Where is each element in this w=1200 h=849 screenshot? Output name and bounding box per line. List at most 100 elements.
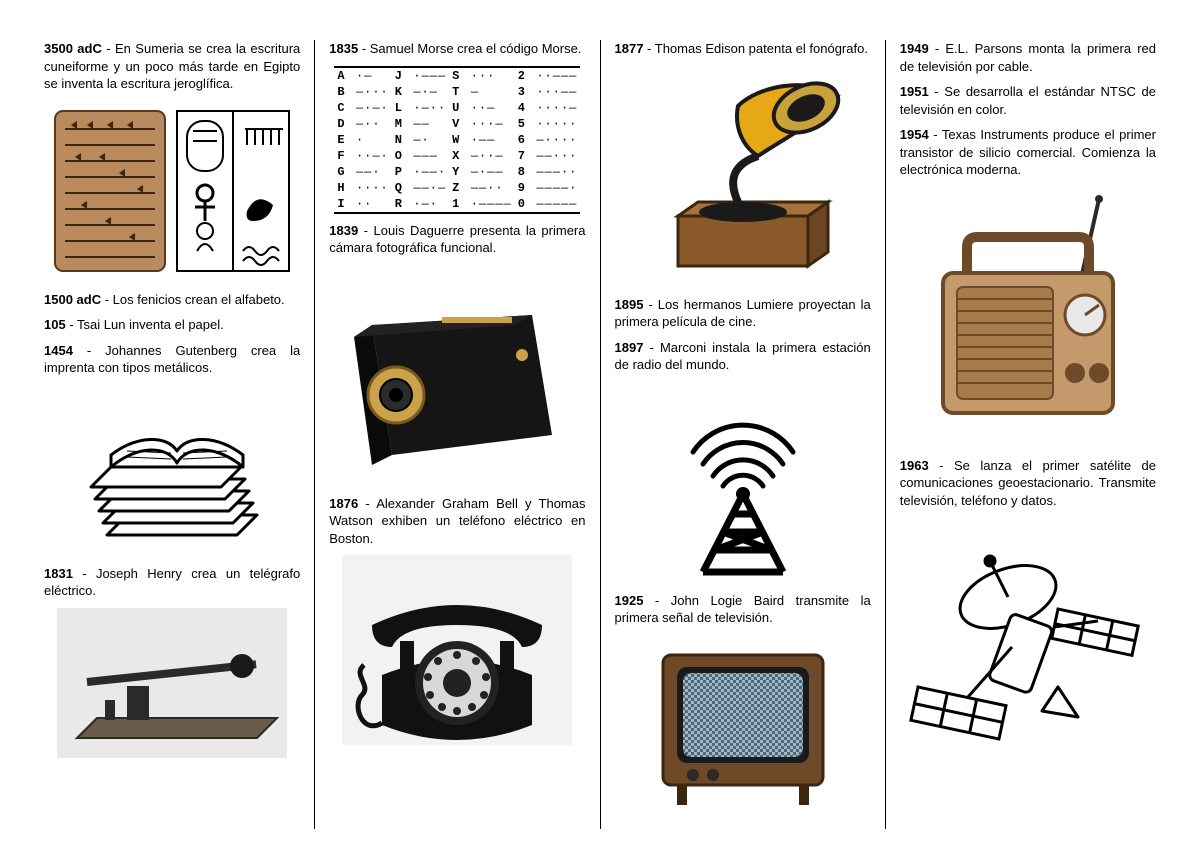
- morse-row: B—···K—·—T—3···——: [334, 84, 580, 100]
- entry-1954: 1954 - Texas Instruments produce el prim…: [900, 126, 1156, 179]
- morse-code: ·——·: [410, 164, 449, 180]
- morse-row: E·N—·W·——6—····: [334, 132, 580, 148]
- morse-code: ····: [353, 180, 392, 196]
- entry-1835: 1835 - Samuel Morse crea el código Morse…: [329, 40, 585, 58]
- entry-1877: 1877 - Thomas Edison patenta el fonógraf…: [615, 40, 871, 58]
- column-1: 3500 adC - En Sumeria se crea la escritu…: [30, 40, 314, 829]
- morse-row: D—··M——V···—5·····: [334, 116, 580, 132]
- text: John Logie Baird transmite la primera se…: [615, 593, 871, 626]
- entry-1876: 1876 - Alexander Graham Bell y Thomas Wa…: [329, 495, 585, 548]
- entry-1897: 1897 - Marconi instala la primera estaci…: [615, 339, 871, 374]
- entry-1925: 1925 - John Logie Baird transmite la pri…: [615, 592, 871, 627]
- morse-letter: B: [334, 84, 353, 100]
- morse-letter: Q: [392, 180, 411, 196]
- morse-letter: 2: [515, 67, 534, 84]
- morse-row: I··R·—·1·————0—————: [334, 196, 580, 213]
- morse-code: —·—·: [353, 100, 392, 116]
- morse-code: ··———: [533, 67, 580, 84]
- text: Louis Daguerre presenta la primera cámar…: [329, 223, 585, 256]
- morse-code: —···: [353, 84, 392, 100]
- column-4: 1949 - E.L. Parsons monta la primera red…: [885, 40, 1170, 829]
- morse-code: ·—··: [410, 100, 449, 116]
- morse-letter: X: [449, 148, 468, 164]
- cuneiform-hieroglyph-image: [47, 101, 297, 281]
- morse-letter: 1: [449, 196, 468, 213]
- morse-letter: F: [334, 148, 353, 164]
- entry-3500adc: 3500 adC - En Sumeria se crea la escritu…: [44, 40, 300, 93]
- morse-code: ·——: [468, 132, 515, 148]
- morse-letter: 6: [515, 132, 534, 148]
- morse-letter: E: [334, 132, 353, 148]
- morse-code: ——··: [468, 180, 515, 196]
- entry-1963: 1963 - Se lanza el primer satélite de co…: [900, 457, 1156, 510]
- morse-letter: U: [449, 100, 468, 116]
- year: 1876: [329, 496, 358, 511]
- text: E.L. Parsons monta la primera red de tel…: [900, 41, 1156, 74]
- text: Tsai Lun inventa el papel.: [77, 317, 224, 332]
- column-2: 1835 - Samuel Morse crea el código Morse…: [314, 40, 599, 829]
- timeline-page: 3500 adC - En Sumeria se crea la escritu…: [0, 0, 1200, 849]
- morse-letter: S: [449, 67, 468, 84]
- morse-letter: T: [449, 84, 468, 100]
- text: Los fenicios crean el alfabeto.: [113, 292, 285, 307]
- year: 1895: [615, 297, 644, 312]
- printing-press-image: [67, 385, 277, 555]
- morse-letter: R: [392, 196, 411, 213]
- morse-code: ——···: [533, 148, 580, 164]
- morse-row: G——·P·——·Y—·——8———··: [334, 164, 580, 180]
- year: 1454: [44, 343, 73, 358]
- satellite-image: [908, 517, 1148, 777]
- morse-code: —··—: [468, 148, 515, 164]
- morse-code: ··—: [468, 100, 515, 116]
- year: 1839: [329, 223, 358, 238]
- morse-code: ·—·: [410, 196, 449, 213]
- morse-code: ···——: [533, 84, 580, 100]
- morse-code: ·: [353, 132, 392, 148]
- year: 1954: [900, 127, 929, 142]
- entry-1949: 1949 - E.L. Parsons monta la primera red…: [900, 40, 1156, 75]
- entry-1831: 1831 - Joseph Henry crea un telégrafo el…: [44, 565, 300, 600]
- entry-1500adc: 1500 adC - Los fenicios crean el alfabet…: [44, 291, 300, 309]
- morse-row: C—·—·L·—··U··—4····—: [334, 100, 580, 116]
- transistor-radio-image: [913, 187, 1143, 447]
- morse-letter: 5: [515, 116, 534, 132]
- morse-code: ····—: [533, 100, 580, 116]
- year: 1925: [615, 593, 644, 608]
- year: 1897: [615, 340, 644, 355]
- morse-letter: Y: [449, 164, 468, 180]
- morse-code-table: A·—J·———S···2··———B—···K—·—T—3···——C—·—·…: [334, 66, 580, 214]
- morse-letter: G: [334, 164, 353, 180]
- morse-letter: 9: [515, 180, 534, 196]
- morse-code: —·: [410, 132, 449, 148]
- entry-105: 105 - Tsai Lun inventa el papel.: [44, 316, 300, 334]
- morse-code: —··: [353, 116, 392, 132]
- text: Se lanza el primer satélite de comunicac…: [900, 458, 1156, 508]
- morse-letter: 0: [515, 196, 534, 213]
- text: Samuel Morse crea el código Morse.: [370, 41, 582, 56]
- text: Johannes Gutenberg crea la imprenta con …: [44, 343, 300, 376]
- year: 105: [44, 317, 66, 332]
- text: Marconi instala la primera estación de r…: [615, 340, 871, 373]
- entry-1895: 1895 - Los hermanos Lumiere proyectan la…: [615, 296, 871, 331]
- morse-letter: P: [392, 164, 411, 180]
- year: 1951: [900, 84, 929, 99]
- rotary-phone-image: [342, 555, 572, 745]
- morse-letter: C: [334, 100, 353, 116]
- morse-code: —·—: [410, 84, 449, 100]
- morse-code: ··—·: [353, 148, 392, 164]
- morse-letter: N: [392, 132, 411, 148]
- morse-code: —·——: [468, 164, 515, 180]
- year: 1500 adC: [44, 292, 101, 307]
- morse-letter: 3: [515, 84, 534, 100]
- morse-letter: A: [334, 67, 353, 84]
- morse-code: ——·: [353, 164, 392, 180]
- year: 1877: [615, 41, 644, 56]
- morse-code: ———: [410, 148, 449, 164]
- morse-row: F··—·O———X—··—7——···: [334, 148, 580, 164]
- morse-code: ——·—: [410, 180, 449, 196]
- morse-letter: 7: [515, 148, 534, 164]
- phonograph-image: [638, 66, 848, 286]
- television-image: [643, 635, 843, 815]
- morse-letter: W: [449, 132, 468, 148]
- morse-code: ———··: [533, 164, 580, 180]
